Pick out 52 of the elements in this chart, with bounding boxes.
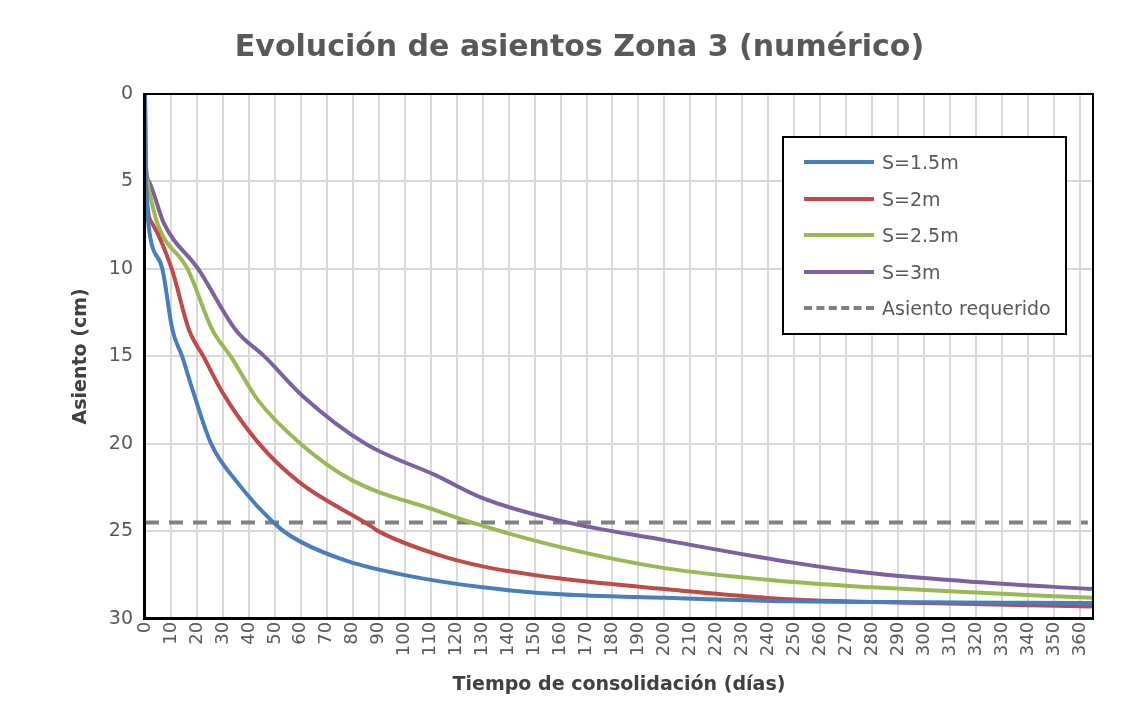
x-tick-label: 120 (444, 621, 466, 657)
x-tick-label: 240 (756, 621, 778, 657)
x-tick-label: 300 (911, 621, 933, 657)
x-tick-label: 100 (392, 621, 414, 657)
x-tick-label: 130 (470, 621, 492, 657)
x-tick-label: 270 (833, 621, 855, 657)
x-tick-label: 80 (340, 621, 362, 645)
x-tick-label: 280 (859, 621, 881, 657)
x-tick-label: 350 (1041, 621, 1063, 657)
y-tick-label: 20 (108, 430, 133, 453)
legend-label: Asiento requerido (882, 297, 1051, 320)
x-tick-label: 290 (885, 621, 907, 657)
x-tick-label: 170 (574, 621, 596, 657)
x-tick-label: 60 (288, 621, 310, 645)
x-tick-label: 20 (184, 621, 206, 645)
x-tick-label: 260 (807, 621, 829, 657)
y-tick-label: 10 (108, 255, 133, 278)
legend-label: S=1.5m (882, 151, 959, 174)
x-tick-label: 50 (262, 621, 284, 645)
legend-label: S=2.5m (882, 224, 959, 247)
x-tick-label: 210 (678, 621, 700, 657)
x-axis-title: Tiempo de consolidación (días) (452, 671, 786, 694)
y-tick-label: 15 (108, 343, 133, 366)
y-tick-label: 30 (108, 605, 133, 628)
x-tick-label: 360 (1067, 621, 1089, 657)
chart-title: Evolución de asientos Zona 3 (numérico) (234, 27, 925, 63)
x-tick-label: 180 (600, 621, 622, 657)
x-tick-label: 90 (366, 621, 388, 645)
y-tick-label: 5 (120, 168, 133, 191)
x-tick-label: 230 (730, 621, 752, 657)
x-tick-label: 150 (522, 621, 544, 657)
x-tick-label: 200 (652, 621, 674, 657)
legend-label: S=2m (882, 187, 941, 210)
x-tick-label: 320 (963, 621, 985, 657)
y-axis-title: Asiento (cm) (68, 288, 91, 425)
x-tick-label: 220 (704, 621, 726, 657)
x-tick-label: 330 (989, 621, 1011, 657)
x-tick-label: 140 (496, 621, 518, 657)
x-tick-label: 110 (418, 621, 440, 657)
x-tick-label: 160 (548, 621, 570, 657)
y-tick-label: 0 (120, 80, 133, 103)
x-tick-label: 0 (132, 621, 154, 634)
x-tick-label: 190 (626, 621, 648, 657)
x-tick-label: 10 (158, 621, 180, 645)
x-tick-label: 40 (236, 621, 258, 645)
x-tick-label: 250 (781, 621, 803, 657)
legend-label: S=3m (882, 260, 941, 283)
x-tick-label: 30 (210, 621, 232, 645)
x-tick-label: 70 (314, 621, 336, 645)
y-tick-label: 25 (108, 518, 133, 541)
x-tick-label: 310 (937, 621, 959, 657)
x-tick-label: 340 (1015, 621, 1037, 657)
